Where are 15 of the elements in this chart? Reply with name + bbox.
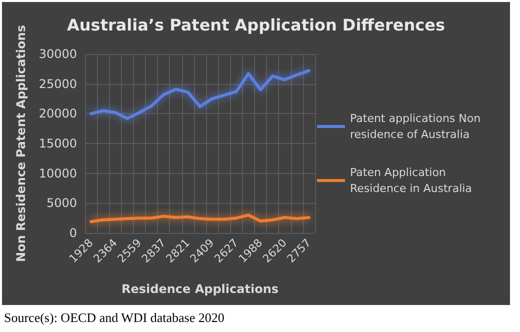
line-series <box>90 214 310 224</box>
x-axis-title: Residence Applications <box>121 282 279 296</box>
y-tick-label: 5000 <box>46 196 77 210</box>
y-tick-label: 30000 <box>38 47 77 61</box>
y-tick-label: 15000 <box>38 136 77 150</box>
y-tick-label: 25000 <box>38 76 77 91</box>
y-tick-label: 10000 <box>38 166 77 180</box>
chart-title: Australia’s Patent Application Differences <box>67 16 445 34</box>
y-tick-label: 0 <box>69 226 77 240</box>
legend-label: Paten Application Residence in Australia <box>350 166 472 195</box>
y-axis-title: Non Residence Patent Applications <box>14 25 28 262</box>
y-tick-label: 20000 <box>38 106 77 121</box>
legend-label: Patent applications Non residence of Australia <box>350 112 484 141</box>
source-note: Source(s): OECD and WDI database 2020 <box>4 310 224 326</box>
line-series <box>90 69 310 120</box>
